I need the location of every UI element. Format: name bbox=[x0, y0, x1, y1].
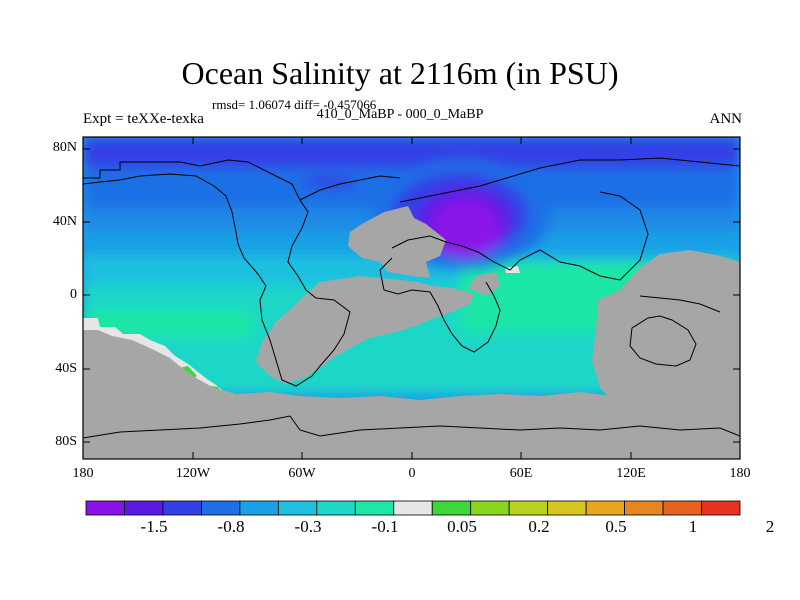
colorbar-swatch bbox=[547, 500, 587, 516]
lat-tick-40n: 40N bbox=[52, 214, 77, 229]
white-patch bbox=[505, 266, 520, 273]
colorbar-swatch bbox=[162, 500, 202, 516]
lon-tick-180e: 180 bbox=[729, 466, 751, 481]
colorbar-swatch bbox=[508, 500, 549, 516]
lon-tick-180w: 180 bbox=[72, 466, 94, 481]
lon-tick-0: 0 bbox=[408, 466, 416, 481]
colorbar-label-9: 2 bbox=[765, 517, 775, 536]
experiment-label: Expt = teXXe-texka bbox=[83, 111, 204, 127]
lat-tick-0: 0 bbox=[70, 287, 77, 302]
colorbar-swatch bbox=[316, 500, 356, 516]
colorbar-swatch bbox=[239, 500, 279, 516]
colorbar-swatch bbox=[585, 500, 625, 516]
colorbar-label-1: -1.5 bbox=[140, 517, 168, 536]
colorbar-swatch bbox=[470, 500, 510, 516]
colorbar-swatch bbox=[124, 500, 164, 516]
colorbar-swatch bbox=[624, 500, 664, 516]
land-masses bbox=[83, 206, 740, 459]
lat-tick-80n: 80N bbox=[52, 140, 77, 155]
colorbar-swatch bbox=[85, 500, 125, 516]
coastline-indonesia bbox=[639, 295, 721, 313]
coastline-antarctica bbox=[83, 415, 740, 439]
north-blob bbox=[302, 176, 358, 188]
colorbar-label-4: -0.1 bbox=[371, 517, 399, 536]
coastline-greenland bbox=[299, 175, 401, 201]
colorbar-swatch bbox=[277, 500, 318, 516]
comparison-label: 410_0_MaBP - 000_0_MaBP bbox=[316, 107, 484, 122]
lon-tick-120w: 120W bbox=[175, 466, 211, 481]
colorbar-label-7: 0.5 bbox=[605, 517, 627, 536]
colorbar bbox=[85, 500, 741, 516]
coastline-eurasia-north bbox=[399, 157, 740, 203]
colorbar-label-3: -0.3 bbox=[294, 517, 322, 536]
colorbar-swatch bbox=[393, 500, 433, 516]
lat-tick-80s: 80S bbox=[55, 434, 77, 449]
land-southern-polar bbox=[83, 330, 740, 459]
land-northern-continent bbox=[348, 206, 446, 278]
lon-tick-60w: 60W bbox=[288, 466, 316, 481]
stats-line: rmsd= 1.06074 diff= -0.457066 bbox=[212, 97, 377, 112]
season-label: ANN bbox=[709, 111, 743, 127]
modern-coastlines bbox=[83, 157, 740, 439]
colorbar-label-2: -0.8 bbox=[217, 517, 245, 536]
colorbar-swatch bbox=[201, 500, 241, 516]
land-southern-continent-west bbox=[256, 276, 474, 384]
land-island bbox=[468, 272, 500, 296]
coastline-africa bbox=[379, 257, 501, 353]
lat-tick-40s: 40S bbox=[55, 361, 77, 376]
colorbar-label-5: 0.05 bbox=[447, 517, 477, 536]
salinity-field bbox=[83, 137, 740, 459]
coastline-eurasia-south bbox=[391, 191, 649, 281]
coastline-australia bbox=[629, 315, 697, 367]
colorbar-swatch bbox=[662, 500, 702, 516]
colorbar-label-8: 1 bbox=[688, 517, 698, 536]
colorbar-swatch bbox=[431, 500, 472, 516]
axis-ticks bbox=[83, 137, 740, 459]
colorbar-swatch bbox=[701, 500, 741, 516]
land-eastern-continent bbox=[592, 250, 740, 400]
lon-tick-60e: 60E bbox=[509, 466, 533, 481]
coastline-americas bbox=[83, 159, 351, 387]
colorbar-label-6: 0.2 bbox=[528, 517, 550, 536]
map-title: Ocean Salinity at 2116m (in PSU) bbox=[181, 55, 619, 91]
lon-tick-120e: 120E bbox=[616, 466, 646, 481]
colorbar-swatch bbox=[354, 500, 395, 516]
